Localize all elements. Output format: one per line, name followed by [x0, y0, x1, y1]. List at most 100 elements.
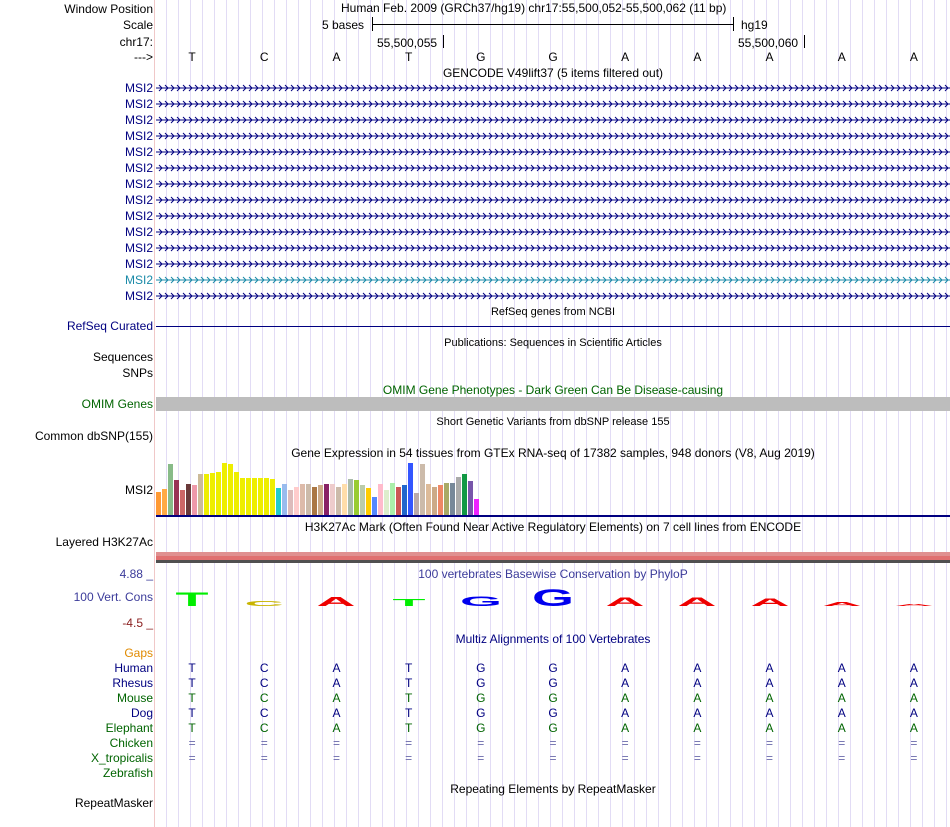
gencode-gene-feature[interactable] [156, 273, 950, 287]
gtex-tissue-bar[interactable] [330, 484, 335, 515]
gencode-gene-label[interactable]: MSI2 [124, 257, 153, 271]
gencode-gene-label[interactable]: MSI2 [124, 161, 153, 175]
phylop-base-letter[interactable]: A [822, 601, 862, 608]
multiz-species-label[interactable]: Rhesus [112, 676, 153, 690]
gtex-tissue-bar[interactable] [240, 478, 245, 515]
phylop-base-letter[interactable]: A [750, 595, 790, 608]
h3k27ac-layer[interactable] [156, 560, 950, 563]
gencode-gene-label[interactable]: MSI2 [124, 289, 153, 303]
multiz-species-label[interactable]: X_tropicalis [90, 751, 153, 765]
gtex-tissue-bar[interactable] [264, 478, 269, 515]
gtex-tissue-bar[interactable] [450, 483, 455, 515]
phylop-base-letter[interactable]: G [532, 582, 574, 611]
gtex-tissue-bar[interactable] [456, 477, 461, 515]
gtex-tissue-bar[interactable] [216, 472, 221, 515]
gencode-gene-feature[interactable] [156, 113, 950, 127]
gencode-gene-feature[interactable] [156, 209, 950, 223]
dbsnp-label[interactable]: Common dbSNP(155) [34, 429, 153, 443]
multiz-track-title[interactable]: Multiz Alignments of 100 Vertebrates [455, 632, 651, 646]
gencode-gene-feature[interactable] [156, 145, 950, 159]
gencode-gene-feature[interactable] [156, 257, 950, 271]
gtex-tissue-bar[interactable] [342, 484, 347, 515]
multiz-gaps-label[interactable]: Gaps [124, 646, 153, 660]
dbsnp-track-title[interactable]: Short Genetic Variants from dbSNP releas… [436, 416, 670, 428]
gtex-tissue-bar[interactable] [282, 484, 287, 515]
gtex-tissue-bar[interactable] [378, 484, 383, 515]
gtex-tissue-bar[interactable] [246, 478, 251, 515]
gencode-gene-label[interactable]: MSI2 [124, 241, 153, 255]
gencode-gene-feature[interactable] [156, 193, 950, 207]
gencode-gene-feature[interactable] [156, 177, 950, 191]
omim-track-title[interactable]: OMIM Gene Phenotypes - Dark Green Can Be… [382, 383, 724, 397]
gencode-gene-label[interactable]: MSI2 [124, 145, 153, 159]
gtex-tissue-bar[interactable] [408, 463, 413, 515]
gencode-gene-feature[interactable] [156, 81, 950, 95]
gencode-gene-feature[interactable] [156, 161, 950, 175]
gencode-gene-label[interactable]: MSI2 [124, 209, 153, 223]
gtex-tissue-bar[interactable] [162, 489, 167, 515]
h3k27ac-layer[interactable] [156, 556, 950, 560]
phylop-base-letter[interactable]: A [677, 594, 717, 609]
gtex-tissue-bar[interactable] [186, 484, 191, 515]
gtex-tissue-bar[interactable] [192, 485, 197, 515]
gencode-gene-feature[interactable] [156, 225, 950, 239]
h3k27ac-track-title[interactable]: H3K27Ac Mark (Often Found Near Active Re… [304, 520, 802, 534]
multiz-species-label[interactable]: Zebrafish [102, 766, 153, 780]
gencode-gene-feature[interactable] [156, 289, 950, 303]
gtex-tissue-bar[interactable] [204, 474, 209, 515]
gtex-tissue-bar[interactable] [360, 485, 365, 515]
gtex-tissue-bar[interactable] [270, 479, 275, 515]
gtex-tissue-bar[interactable] [348, 479, 353, 515]
gtex-tissue-bar[interactable] [294, 487, 299, 515]
gtex-tissue-bar[interactable] [354, 480, 359, 515]
gtex-tissue-bar[interactable] [384, 490, 389, 515]
gencode-gene-feature[interactable] [156, 129, 950, 143]
phylop-base-letter[interactable]: G [460, 592, 502, 610]
phylop-base-letter[interactable]: C [244, 599, 284, 608]
gtex-tissue-bar[interactable] [474, 499, 479, 515]
gencode-gene-label[interactable]: MSI2 [124, 225, 153, 239]
multiz-species-label[interactable]: Elephant [105, 721, 153, 735]
gtex-tissue-bar[interactable] [432, 487, 437, 515]
gtex-tissue-bar[interactable] [366, 488, 371, 515]
gencode-gene-label[interactable]: MSI2 [124, 273, 153, 287]
refseq-track-title[interactable]: RefSeq genes from NCBI [490, 306, 616, 318]
phylop-track-title[interactable]: 100 vertebrates Basewise Conservation by… [418, 567, 688, 581]
gtex-tissue-bar[interactable] [468, 481, 473, 515]
gtex-tissue-bar[interactable] [390, 483, 395, 515]
multiz-species-label[interactable]: Human [114, 661, 153, 675]
pubs-track-title[interactable]: Publications: Sequences in Scientific Ar… [444, 337, 662, 349]
gtex-tissue-bar[interactable] [372, 497, 377, 515]
h3k27ac-label[interactable]: Layered H3K27Ac [55, 535, 153, 549]
phylop-base-letter[interactable]: T [389, 596, 429, 608]
gencode-gene-label[interactable]: MSI2 [124, 81, 153, 95]
gtex-tissue-bar[interactable] [396, 487, 401, 515]
gtex-tissue-bar[interactable] [156, 492, 161, 515]
repeatmasker-track-title[interactable]: Repeating Elements by RepeatMasker [450, 782, 656, 796]
gtex-tissue-bar[interactable] [234, 472, 239, 515]
gtex-tissue-bar[interactable] [228, 464, 233, 515]
phylop-base-letter[interactable]: A [316, 593, 356, 609]
gencode-gene-label[interactable]: MSI2 [124, 113, 153, 127]
phylop-base-letter[interactable]: A [605, 594, 645, 609]
gtex-tissue-bar[interactable] [438, 485, 443, 515]
repeatmasker-label[interactable]: RepeatMasker [74, 796, 153, 810]
gencode-gene-label[interactable]: MSI2 [124, 129, 153, 143]
gtex-tissue-bar[interactable] [324, 484, 329, 515]
gtex-tissue-bar[interactable] [252, 478, 257, 515]
gtex-tissue-bar[interactable] [174, 480, 179, 515]
gtex-tissue-bar[interactable] [318, 485, 323, 515]
gtex-tissue-bar[interactable] [402, 485, 407, 515]
multiz-species-label[interactable]: Chicken [109, 736, 153, 750]
gencode-gene-feature[interactable] [156, 241, 950, 255]
gencode-track-title[interactable]: GENCODE V49lift37 (5 items filtered out) [442, 66, 664, 80]
multiz-species-label[interactable]: Dog [130, 706, 153, 720]
gtex-tissue-bar[interactable] [300, 484, 305, 515]
phylop-base-letter[interactable]: A [894, 603, 934, 606]
gtex-tissue-bar[interactable] [336, 487, 341, 515]
gtex-tissue-bar[interactable] [426, 484, 431, 515]
gtex-bar-chart[interactable] [156, 462, 950, 516]
gencode-gene-label[interactable]: MSI2 [124, 193, 153, 207]
gtex-tissue-bar[interactable] [276, 488, 281, 515]
